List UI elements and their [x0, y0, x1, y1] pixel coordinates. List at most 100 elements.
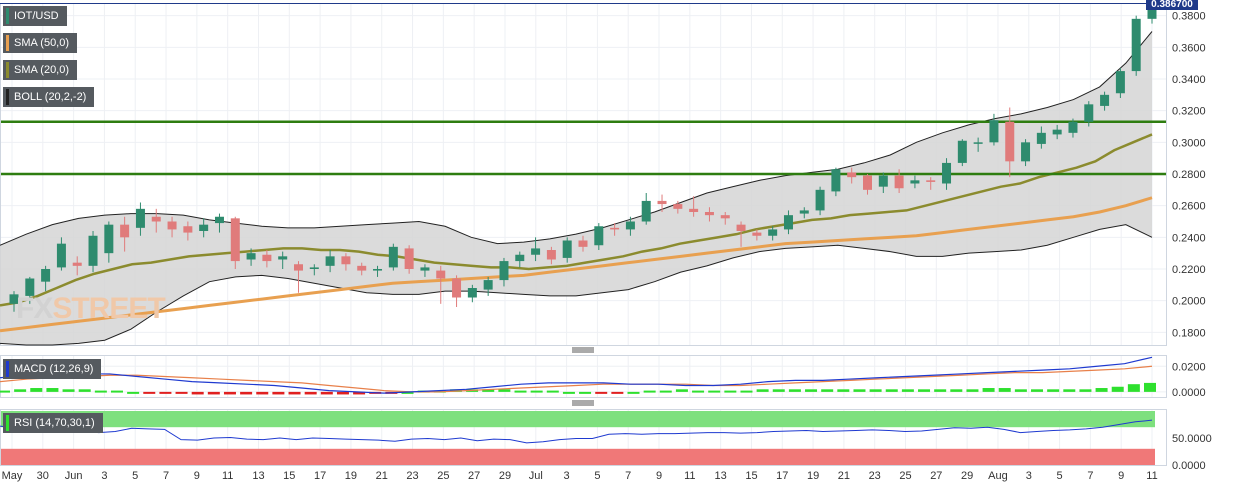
candle: [1100, 91, 1110, 111]
legend-iotusd[interactable]: IOT/USD: [3, 6, 67, 26]
macd-histogram-bar: [546, 390, 559, 393]
candle-body: [989, 120, 999, 143]
candle: [183, 221, 193, 241]
macd-histogram-bar: [579, 391, 592, 394]
legend-rsi[interactable]: RSI (14,70,30,1): [3, 413, 103, 433]
fxstreet-watermark: FXSTREET: [16, 292, 166, 325]
candle-body: [183, 226, 193, 233]
legend-boll[interactable]: BOLL (20,2,-2): [3, 87, 95, 107]
candle-body: [357, 265, 367, 271]
x-tick-label: 30: [37, 470, 49, 482]
macd-histogram-bar: [788, 389, 801, 392]
candle: [831, 167, 841, 197]
candle: [499, 257, 509, 287]
candle: [72, 256, 82, 276]
candle: [1131, 15, 1141, 76]
x-tick-label: 13: [715, 470, 727, 482]
x-tick-label: 5: [594, 470, 600, 482]
candle: [562, 237, 572, 263]
x-tick-label: 23: [869, 470, 881, 482]
y-tick-label: 0.3000: [1172, 137, 1206, 149]
macd-histogram-bar: [821, 389, 834, 392]
legend-label: IOT/USD: [14, 10, 59, 22]
candle: [56, 237, 66, 271]
candle: [720, 212, 730, 225]
legend-sma20[interactable]: SMA (20,0): [3, 60, 78, 80]
bollinger-upper-line: [0, 31, 1153, 246]
x-tick-label: 9: [194, 470, 200, 482]
macd-histogram-bar: [62, 389, 75, 392]
macd-histogram-bar: [207, 391, 220, 395]
sma20-line: [0, 133, 1153, 307]
candle: [863, 174, 872, 195]
macd-histogram-bar: [1095, 388, 1108, 392]
legend-sma50[interactable]: SMA (50,0): [3, 33, 78, 53]
candle-body: [56, 243, 66, 268]
x-tick-label: 11: [1146, 470, 1157, 482]
macd-histogram-bar: [805, 389, 818, 392]
x-tick-label: 27: [930, 470, 942, 482]
panel-resize-handle[interactable]: [572, 400, 594, 406]
candle: [531, 237, 541, 262]
x-tick-label: 25: [437, 470, 449, 482]
candle-body: [942, 162, 952, 184]
candle-body: [278, 256, 288, 260]
candle: [878, 172, 888, 193]
candle-body: [641, 200, 651, 222]
macd-histogram-bar: [0, 390, 10, 393]
macd-histogram-bar: [46, 388, 59, 392]
macd-histogram-bar: [611, 391, 624, 394]
candle: [135, 202, 145, 236]
candle: [610, 223, 620, 236]
panel-resize-handle[interactable]: [572, 347, 594, 353]
legend-label: MACD (12,26,9): [14, 363, 94, 375]
candle: [768, 226, 778, 241]
candle: [151, 208, 161, 233]
macd-histogram-bar: [1144, 382, 1156, 392]
macd-histogram-bar: [982, 388, 995, 392]
y-tick-label: 0.3800: [1172, 11, 1206, 23]
x-tick-label: 5: [132, 470, 138, 482]
x-tick-label: Jun: [65, 470, 83, 482]
macd-histogram-bar: [724, 390, 737, 393]
macd-histogram-bar: [659, 390, 672, 393]
candle-body: [104, 224, 114, 254]
candle: [546, 246, 556, 265]
macd-histogram-bar: [643, 390, 656, 393]
candle-body: [452, 278, 462, 298]
last-price-tag: 0.386700: [1146, 0, 1198, 10]
candle: [483, 276, 493, 296]
legend-macd[interactable]: MACD (12,26,9): [3, 359, 102, 379]
candle: [404, 245, 414, 274]
candle-body: [594, 226, 604, 246]
rsi-overbought-zone: [1, 411, 1155, 428]
candle: [278, 251, 288, 269]
candle: [957, 139, 967, 167]
bollinger-lower-line: [0, 224, 1153, 346]
candle-body: [673, 204, 683, 209]
candle: [926, 177, 936, 190]
x-tick-label: 5: [1057, 470, 1063, 482]
series-swatch: [6, 361, 9, 377]
candle: [88, 231, 98, 273]
macd-histogram-bar: [1047, 389, 1060, 392]
candle-body: [799, 210, 809, 214]
legend-label: SMA (50,0): [14, 37, 70, 49]
x-tick-label: 9: [656, 470, 662, 482]
candle: [214, 213, 224, 233]
x-tick-label: 15: [745, 470, 757, 482]
candle-body: [135, 208, 145, 228]
macd-histogram-bar: [1127, 384, 1140, 392]
candle-body: [894, 175, 904, 189]
macd-histogram-bar: [320, 391, 333, 395]
candle: [625, 216, 635, 236]
candle: [467, 284, 477, 303]
candle-body: [720, 215, 730, 219]
x-tick-label: Jul: [529, 470, 543, 482]
x-tick-label: 29: [961, 470, 973, 482]
candle-body: [625, 221, 635, 230]
candle: [341, 253, 351, 271]
candle-body: [752, 232, 762, 236]
candle-body: [531, 248, 541, 255]
x-tick-label: 3: [101, 470, 107, 482]
